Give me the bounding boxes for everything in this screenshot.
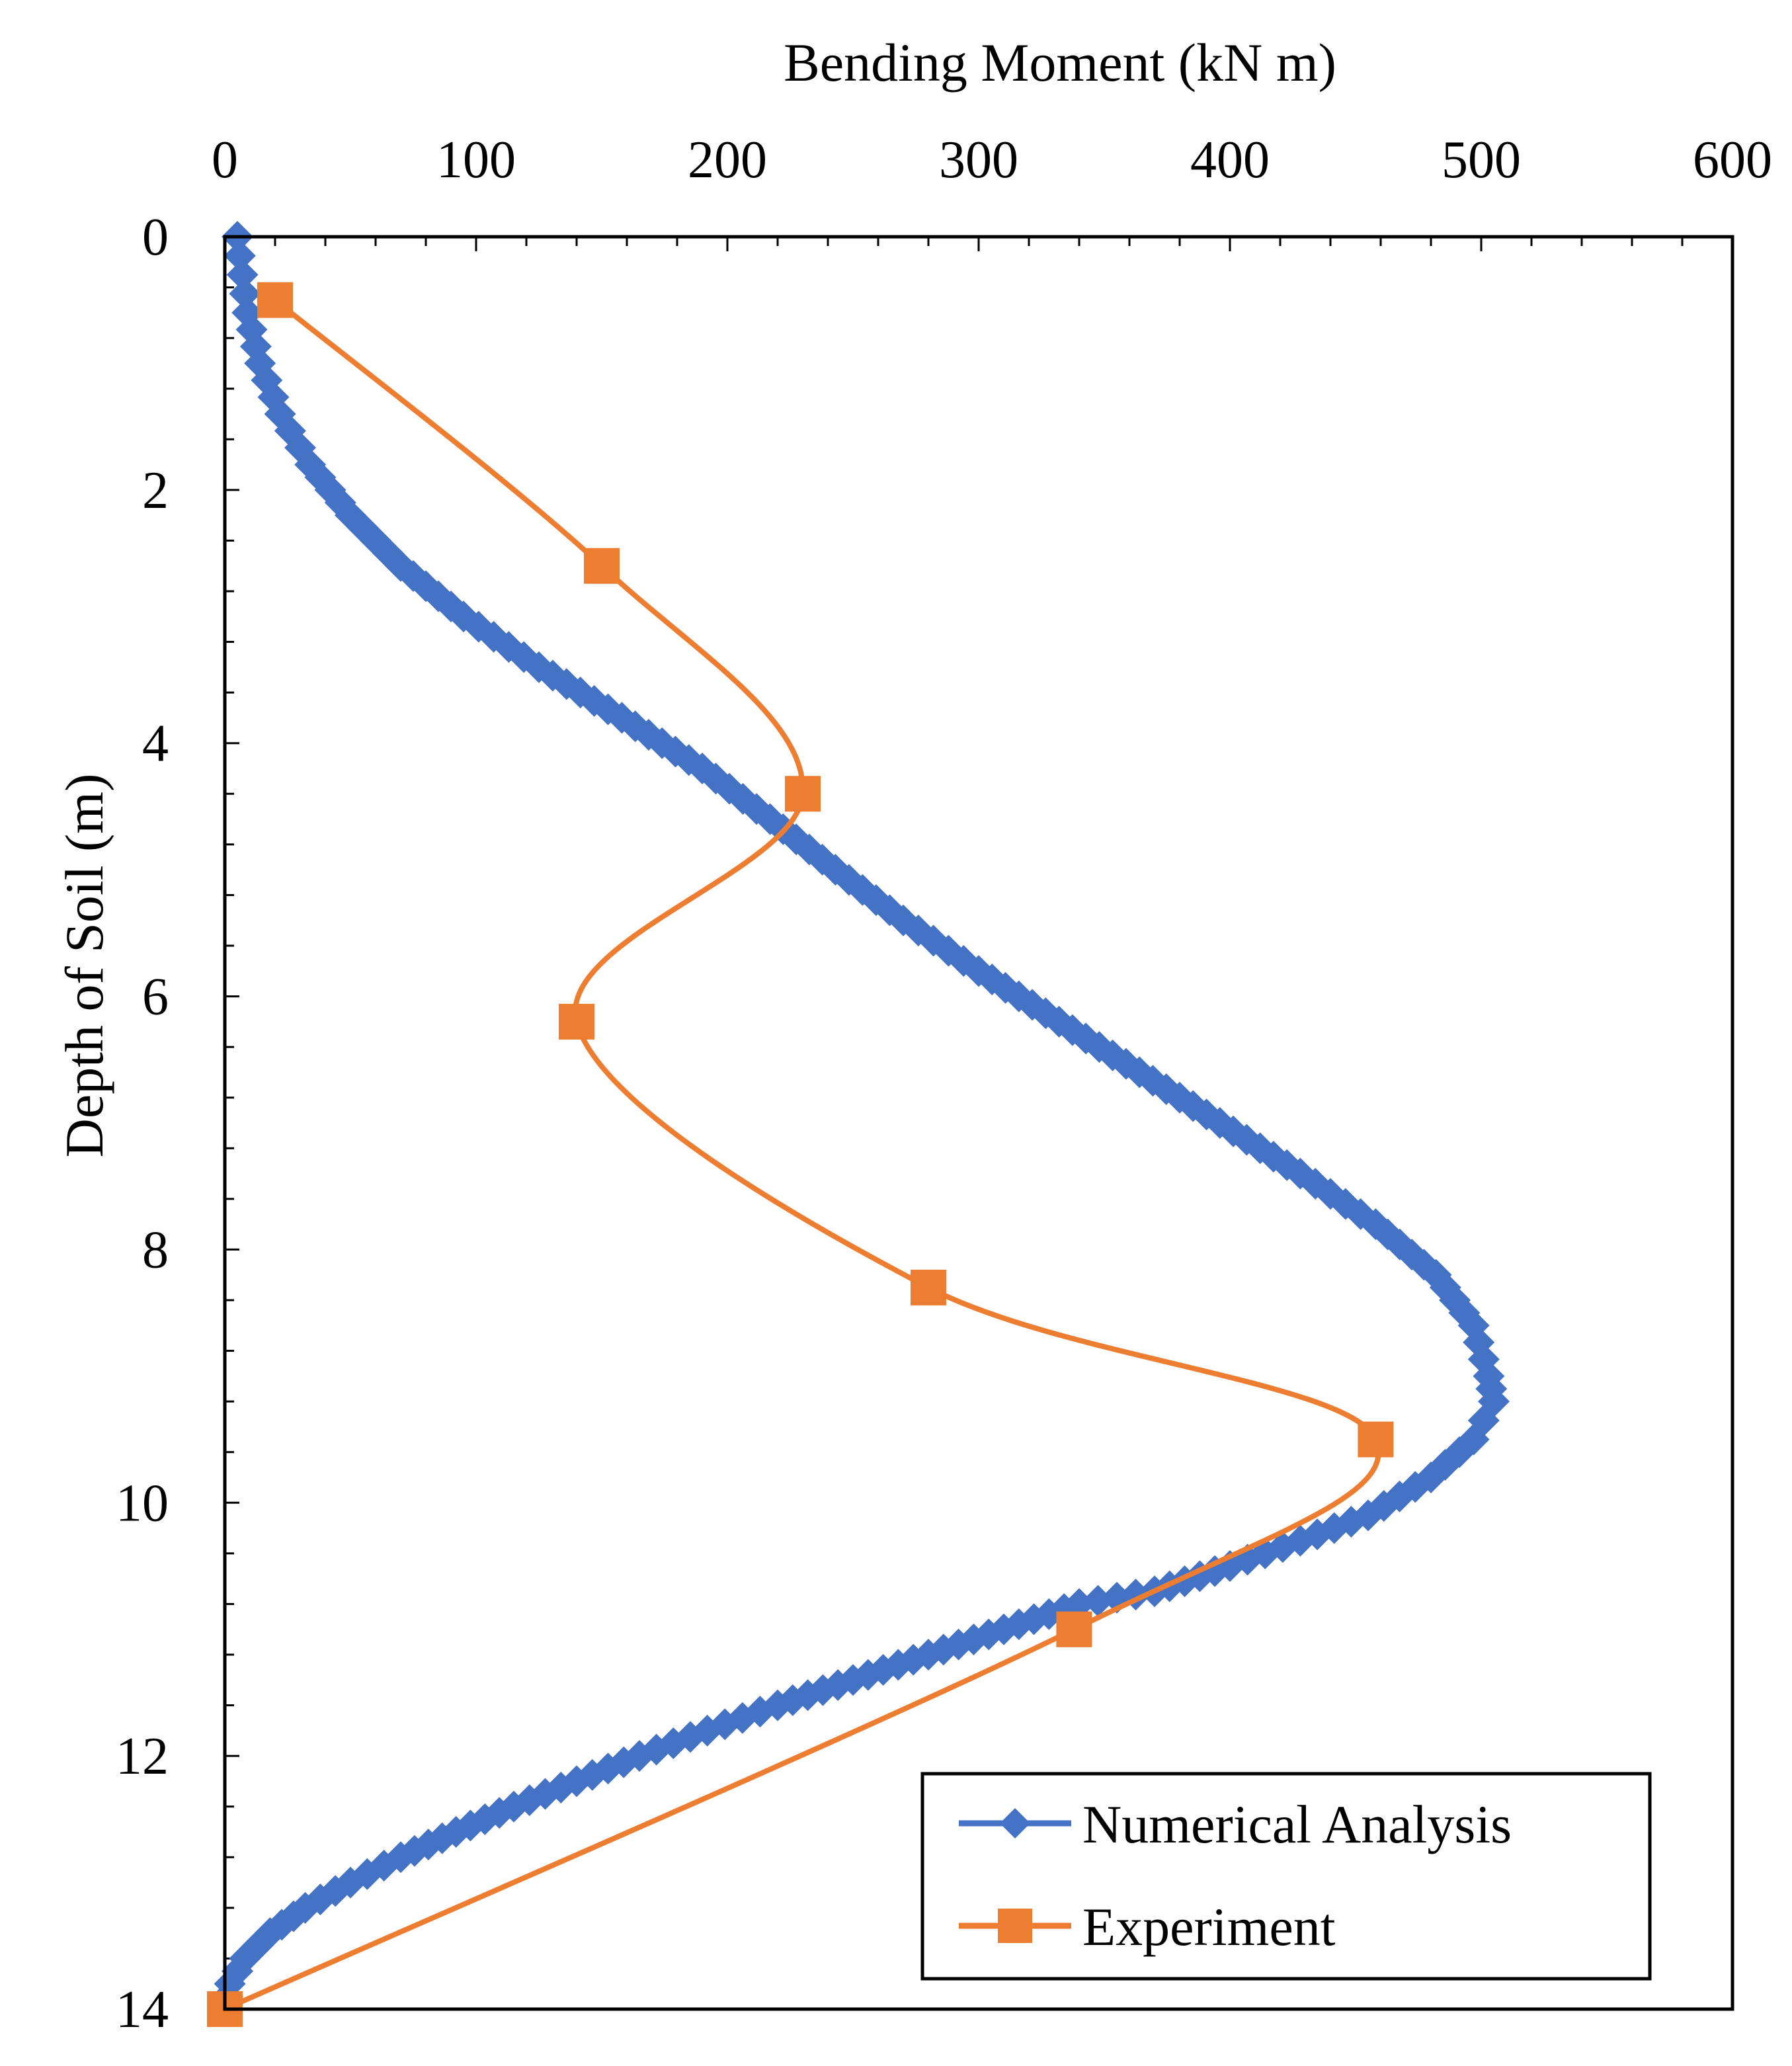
y-tick-label: 4 xyxy=(142,715,169,773)
legend-box xyxy=(920,1772,1652,1981)
legend-item-numerical-analysis: Numerical Analysis xyxy=(959,1794,1512,1854)
x-tick-label: 300 xyxy=(939,131,1018,189)
data-point xyxy=(235,313,268,346)
y-tick-label: 10 xyxy=(116,1474,169,1532)
data-point xyxy=(257,282,293,318)
series-line xyxy=(224,298,1381,2012)
y-tick-label: 2 xyxy=(142,462,169,520)
y-axis-ticks: 0 2 4 6 8 10 12 14 xyxy=(116,208,239,2039)
data-point xyxy=(226,259,259,291)
data-point xyxy=(559,1003,594,1040)
y-tick-label: 8 xyxy=(142,1221,169,1279)
legend: Numerical Analysis Experiment xyxy=(920,1772,1652,1981)
data-point xyxy=(523,651,555,683)
x-tick-label: 600 xyxy=(1693,131,1772,189)
data-point xyxy=(674,1721,706,1753)
y-tick-label: 6 xyxy=(142,968,169,1026)
x-tick-label: 200 xyxy=(688,131,767,189)
x-axis-title: Bending Moment (kN m) xyxy=(784,32,1336,93)
data-point xyxy=(1358,1421,1394,1458)
legend-label-experiment: Experiment xyxy=(1082,1897,1336,1957)
legend-item-experiment: Experiment xyxy=(959,1897,1336,1957)
legend-marker-diamond xyxy=(1000,1808,1030,1839)
x-tick-label: 0 xyxy=(212,131,238,189)
x-tick-label: 500 xyxy=(1442,131,1521,189)
series-line xyxy=(222,236,1497,2010)
data-point xyxy=(224,239,256,272)
series-numerical-analysis xyxy=(209,221,1510,2025)
x-axis-ticks: 0 100 200 300 400 500 600 xyxy=(212,131,1772,251)
series-experiment xyxy=(207,282,1394,2027)
y-tick-label: 0 xyxy=(142,208,169,267)
y-axis-title: Depth of Soil (m) xyxy=(54,774,114,1158)
data-point xyxy=(1056,1611,1092,1647)
x-tick-label: 400 xyxy=(1190,131,1270,189)
legend-marker-square xyxy=(998,1909,1032,1943)
data-point xyxy=(584,548,620,584)
x-tick-label: 100 xyxy=(436,131,516,189)
series-layer xyxy=(207,221,1510,2027)
data-point xyxy=(785,776,821,812)
y-tick-label: 12 xyxy=(116,1727,169,1786)
y-tick-label: 14 xyxy=(116,1981,169,2039)
data-point xyxy=(229,278,261,310)
data-point xyxy=(911,1269,946,1305)
plot-area-frame xyxy=(223,235,1734,2011)
legend-label-numerical: Numerical Analysis xyxy=(1082,1794,1512,1854)
